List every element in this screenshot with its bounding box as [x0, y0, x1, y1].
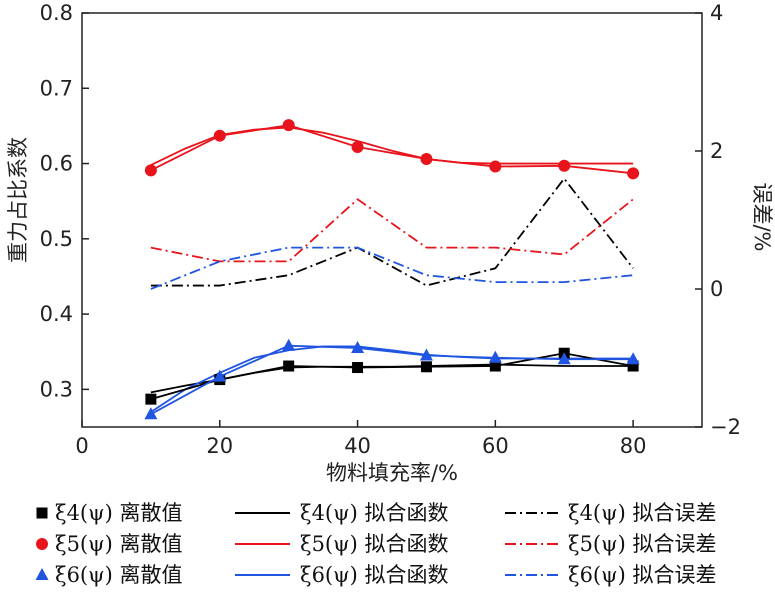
y-left-axis-label: 重力占比系数 [6, 137, 30, 263]
data-point-s5 [627, 167, 640, 180]
y-left-tick-label: 0.6 [40, 152, 73, 176]
x-tick-label: 0 [75, 434, 88, 458]
y-left-tick-label: 0.8 [40, 1, 73, 25]
discrete-line-s6 [150, 344, 634, 415]
x-tick-label: 40 [344, 434, 371, 458]
x-tick-label: 80 [620, 434, 647, 458]
legend-marker-s4 [36, 507, 48, 519]
data-point-s5 [213, 129, 226, 142]
legend-label: ξ4(ψ) 拟合函数 [300, 501, 448, 525]
data-point-s6 [213, 369, 227, 382]
x-tick-label: 20 [206, 434, 233, 458]
y-right-tick-label: 2 [710, 139, 723, 163]
axes: 0 20 40 60 80 0.3 0.4 0.5 0.6 0.7 0.8 −2 0 2 4 [40, 1, 741, 458]
data-point-s5 [144, 164, 157, 177]
legend-label: ξ5(ψ) 离散值 [55, 532, 182, 556]
y-left-tick-label: 0.7 [40, 76, 73, 100]
legend-label: ξ5(ψ) 拟合函数 [300, 532, 448, 556]
legend-label: ξ6(ψ) 拟合函数 [300, 563, 448, 587]
y-right-axis-label: 误差/% [750, 182, 774, 251]
discrete-line-s4 [150, 352, 634, 401]
legend-label: ξ5(ψ) 拟合误差 [568, 532, 716, 556]
legend-label: ξ6(ψ) 离散值 [55, 563, 182, 587]
data-point-s5 [420, 153, 433, 166]
discrete-line-s5 [150, 124, 634, 175]
data-point-s4 [627, 360, 639, 372]
data-point-s4 [352, 362, 364, 374]
data-point-s6 [351, 340, 365, 353]
data-point-s6 [282, 338, 296, 351]
x-axis-label: 物料填充率/% [326, 461, 458, 485]
data-point-s6 [488, 350, 502, 363]
y-right-tick-label: 4 [710, 1, 723, 25]
data-point-s4 [145, 393, 157, 405]
error-line-s6 [150, 246, 634, 290]
data-point-s4 [489, 360, 501, 372]
legend-label: ξ6(ψ) 拟合误差 [568, 563, 716, 587]
y-left-tick-label: 0.3 [40, 377, 73, 401]
error-line-s5 [150, 198, 634, 263]
y-right-tick-label: −2 [710, 415, 741, 439]
data-point-s6 [557, 352, 571, 365]
error-line-s4 [150, 177, 634, 287]
data-point-s4 [420, 361, 432, 373]
legend-marker-s5 [36, 538, 48, 550]
legend-marker-s6 [35, 568, 49, 580]
data-point-s6 [626, 352, 640, 365]
data-point-s6 [419, 348, 433, 361]
data-point-s5 [351, 140, 364, 153]
y-left-tick-label: 0.4 [40, 302, 73, 326]
legend: ξ4(ψ) 离散值 ξ5(ψ) 离散值 ξ6(ψ) 离散值 ξ4(ψ) 拟合函数 ξ5(… [35, 501, 716, 587]
series [144, 119, 640, 420]
data-point-s5 [489, 160, 502, 173]
y-left-tick-label: 0.5 [40, 227, 73, 251]
x-tick-label: 60 [482, 434, 509, 458]
y-right-tick-label: 0 [710, 277, 723, 301]
data-point-s4 [283, 360, 295, 372]
plot-frame [81, 12, 703, 428]
data-point-s5 [282, 119, 295, 132]
legend-label: ξ4(ψ) 拟合误差 [568, 501, 716, 525]
data-point-s5 [558, 159, 571, 172]
legend-label: ξ4(ψ) 离散值 [55, 501, 182, 525]
data-point-s6 [144, 407, 158, 420]
